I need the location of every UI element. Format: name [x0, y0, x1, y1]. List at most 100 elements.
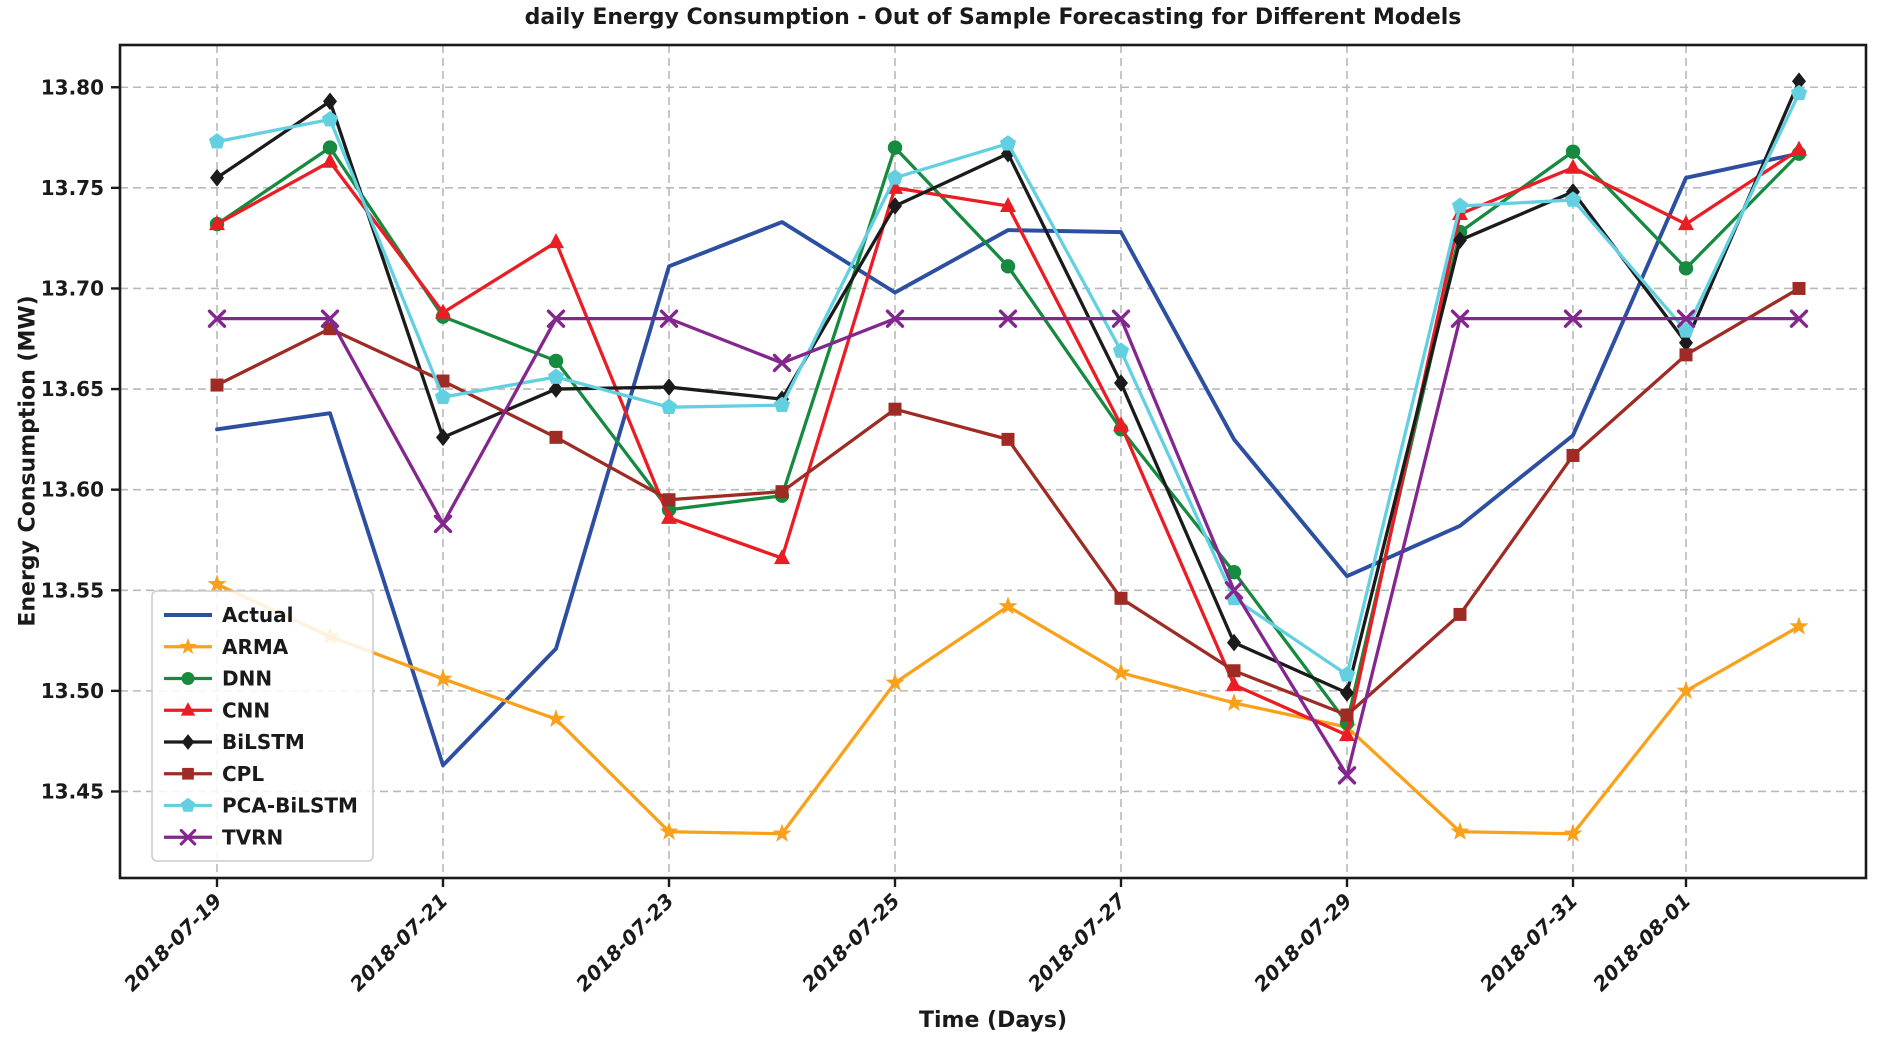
pentagon-marker [1451, 197, 1469, 213]
x-marker [998, 309, 1018, 328]
pentagon-marker [434, 388, 452, 404]
x-marker [1337, 766, 1357, 785]
pentagon-marker [547, 368, 565, 384]
square-marker [1679, 348, 1693, 362]
y-tick-label: 13.45 [41, 779, 104, 803]
legend-box [151, 590, 374, 862]
star-marker [1111, 662, 1131, 681]
square-marker [775, 485, 789, 499]
diamond-marker [888, 197, 902, 215]
series-Actual [215, 151, 1801, 768]
diamond-marker [662, 378, 676, 396]
legend-label: BiLSTM [222, 730, 305, 754]
square-marker [1340, 708, 1354, 722]
circle-marker [322, 140, 338, 155]
pentagon-marker [321, 110, 339, 127]
diamond-marker [1679, 333, 1693, 352]
diamond-marker [210, 168, 224, 187]
legend-label: TVRN [222, 825, 283, 849]
x-marker [1789, 309, 1809, 328]
diamond-marker [549, 380, 563, 398]
legend-item-BiLSTM: BiLSTM [164, 730, 305, 754]
x-marker [772, 353, 792, 373]
grid [120, 45, 1866, 878]
triangle-marker [1226, 675, 1242, 691]
triangle-marker [1678, 215, 1694, 231]
legend-label: DNN [222, 667, 272, 691]
legend-label: CNN [222, 698, 270, 722]
triangle-marker [1791, 140, 1807, 156]
x-marker [320, 309, 340, 328]
y-tick-label: 13.60 [41, 478, 104, 502]
star-marker [179, 637, 197, 655]
x-tick-label: 2018-07-25 [797, 889, 904, 996]
circle-marker [1226, 564, 1242, 580]
y-tick-label: 13.50 [41, 679, 104, 703]
x-marker [1450, 309, 1470, 328]
legend-label: ARMA [222, 635, 289, 659]
triangle-marker [209, 215, 225, 231]
x-marker [659, 309, 679, 328]
pentagon-marker [1677, 322, 1695, 338]
circle-marker [548, 353, 564, 369]
star-marker [1563, 823, 1583, 842]
diamond-marker [1792, 72, 1806, 91]
star-marker [998, 596, 1018, 615]
series-ARMA [207, 574, 1809, 842]
x-marker [179, 828, 197, 846]
square-marker [549, 430, 563, 444]
x-marker [885, 309, 905, 328]
square-marker [1792, 281, 1806, 295]
x-marker [1224, 581, 1244, 600]
diamond-marker [181, 734, 195, 750]
star-marker [207, 574, 227, 593]
star-marker [433, 668, 453, 687]
star-marker [1450, 821, 1470, 840]
diamond-marker [436, 428, 450, 447]
diamond-marker [323, 92, 337, 111]
square-marker [1114, 591, 1128, 605]
star-marker [885, 672, 905, 691]
tick-marks [111, 86, 1688, 887]
diamond-marker [1001, 144, 1015, 163]
triangle-marker [1339, 726, 1355, 742]
chart-title: daily Energy Consumption - Out of Sample… [524, 5, 1462, 30]
legend-label: Actual [222, 603, 293, 627]
x-marker [1676, 309, 1696, 328]
circle-marker [1000, 259, 1016, 274]
square-marker [662, 493, 676, 507]
triangle-marker [322, 152, 338, 168]
triangle-marker [774, 549, 790, 565]
pentagon-marker [208, 133, 226, 149]
diamond-marker [1227, 633, 1241, 652]
series-CPL [210, 281, 1806, 722]
square-marker [1001, 432, 1015, 446]
square-marker [182, 767, 194, 780]
pentagon-marker [660, 398, 678, 415]
y-tick-label: 13.80 [41, 75, 104, 99]
legend-item-Actual: Actual [164, 603, 293, 627]
square-marker [1566, 448, 1580, 462]
y-tick-label: 13.55 [41, 578, 104, 602]
circle-marker [1678, 261, 1694, 276]
x-tick-label: 2018-08-01 [1588, 889, 1695, 996]
star-marker [1224, 692, 1244, 712]
star-marker [1789, 616, 1809, 635]
square-marker [436, 374, 450, 388]
pentagon-marker [180, 797, 196, 812]
series-CNN [209, 140, 1807, 742]
x-tick-label: 2018-07-21 [345, 889, 452, 996]
triangle-marker [661, 508, 677, 524]
legend-item-ARMA: ARMA [164, 635, 289, 659]
y-tick-label: 13.65 [41, 377, 104, 401]
series-line [215, 91, 1801, 677]
star-marker [772, 823, 792, 842]
triangle-marker [887, 178, 903, 194]
x-marker [1563, 309, 1583, 328]
x-tick-label: 2018-07-23 [571, 889, 678, 996]
x-tick-label: 2018-07-27 [1023, 889, 1130, 996]
axes-spines [118, 43, 1868, 880]
x-tick-label: 2018-07-31 [1475, 889, 1582, 996]
x-marker [1111, 309, 1131, 328]
